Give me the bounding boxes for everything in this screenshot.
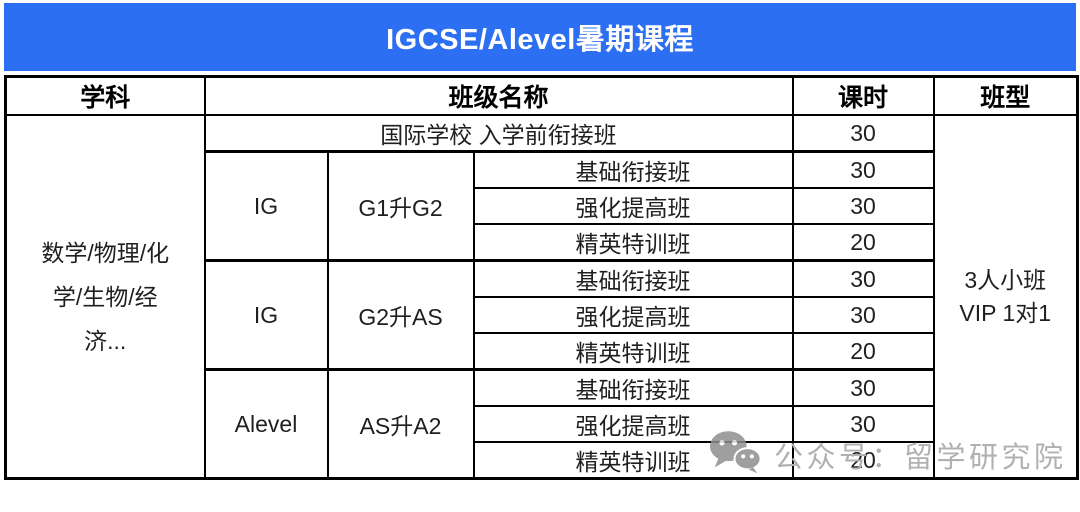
class-name-cell: 精英特训班 — [472, 441, 794, 480]
subject-cell: 数学/物理/化 学/生物/经 济... — [4, 114, 206, 480]
class-row: 强化提高班 30 — [6, 187, 1078, 225]
hours-cell: 30 — [791, 187, 935, 225]
class-name-cell: 基础衔接班 — [472, 259, 794, 298]
class-row: IG G1升G2 基础衔接班 30 — [6, 150, 1078, 262]
level-cell: Alevel — [203, 368, 329, 480]
class-name-cell: 强化提高班 — [472, 187, 794, 225]
class-name-cell: 基础衔接班 — [472, 150, 794, 189]
class-row: 精英特训班 20 — [6, 223, 1078, 262]
header-row: 学科 班级名称 课时 班型 — [4, 75, 1079, 116]
class-name-cell: 国际学校 入学前衔接班 — [203, 114, 794, 153]
transition-cell: AS升A2 — [326, 368, 475, 480]
header-cell-class-name: 班级名称 — [203, 75, 794, 116]
class-name-cell: 精英特训班 — [472, 223, 794, 262]
title-bar: IGCSE/Alevel暑期课程 — [4, 3, 1076, 71]
header-cell-class-type: 班型 — [932, 75, 1079, 116]
hours-cell: 20 — [791, 441, 935, 480]
hours-cell: 30 — [791, 296, 935, 334]
transition-cell: G2升AS — [326, 259, 475, 371]
hours-cell: 20 — [791, 332, 935, 371]
hours-cell: 30 — [791, 259, 935, 298]
class-name-cell: 精英特训班 — [472, 332, 794, 371]
level-cell: IG — [203, 259, 329, 371]
page-title: IGCSE/Alevel暑期课程 — [386, 24, 694, 56]
class-name-cell: 强化提高班 — [472, 405, 794, 443]
intro-row: 数学/物理/化 学/生物/经 济... 国际学校 入学前衔接班 30 3人小班 VIP… — [4, 114, 1079, 480]
class-row: 精英特训班 20 — [6, 332, 1078, 371]
hours-cell: 30 — [791, 150, 935, 189]
class-row: 强化提高班 30 — [6, 296, 1078, 334]
level-cell: IG — [203, 150, 329, 262]
class-name-cell: 基础衔接班 — [472, 368, 794, 407]
header-cell-hours: 课时 — [791, 75, 935, 116]
transition-cell: G1升G2 — [326, 150, 475, 262]
class-row: 强化提高班 30 — [6, 405, 1078, 443]
course-table: 学科 班级名称 课时 班型 数学/物理/化 学/生物/经 济... 国际学校 入学前… — [4, 75, 1079, 480]
class-name-cell: 强化提高班 — [472, 296, 794, 334]
hours-cell: 30 — [791, 368, 935, 407]
class-row: Alevel AS升A2 基础衔接班 30 — [6, 368, 1078, 480]
hours-cell: 20 — [791, 223, 935, 262]
class-row: IG G2升AS 基础衔接班 30 — [6, 259, 1078, 371]
header-cell-subject: 学科 — [4, 75, 206, 116]
hours-cell: 30 — [791, 114, 935, 153]
hours-cell: 30 — [791, 405, 935, 443]
class-type-cell: 3人小班 VIP 1对1 — [932, 114, 1079, 480]
